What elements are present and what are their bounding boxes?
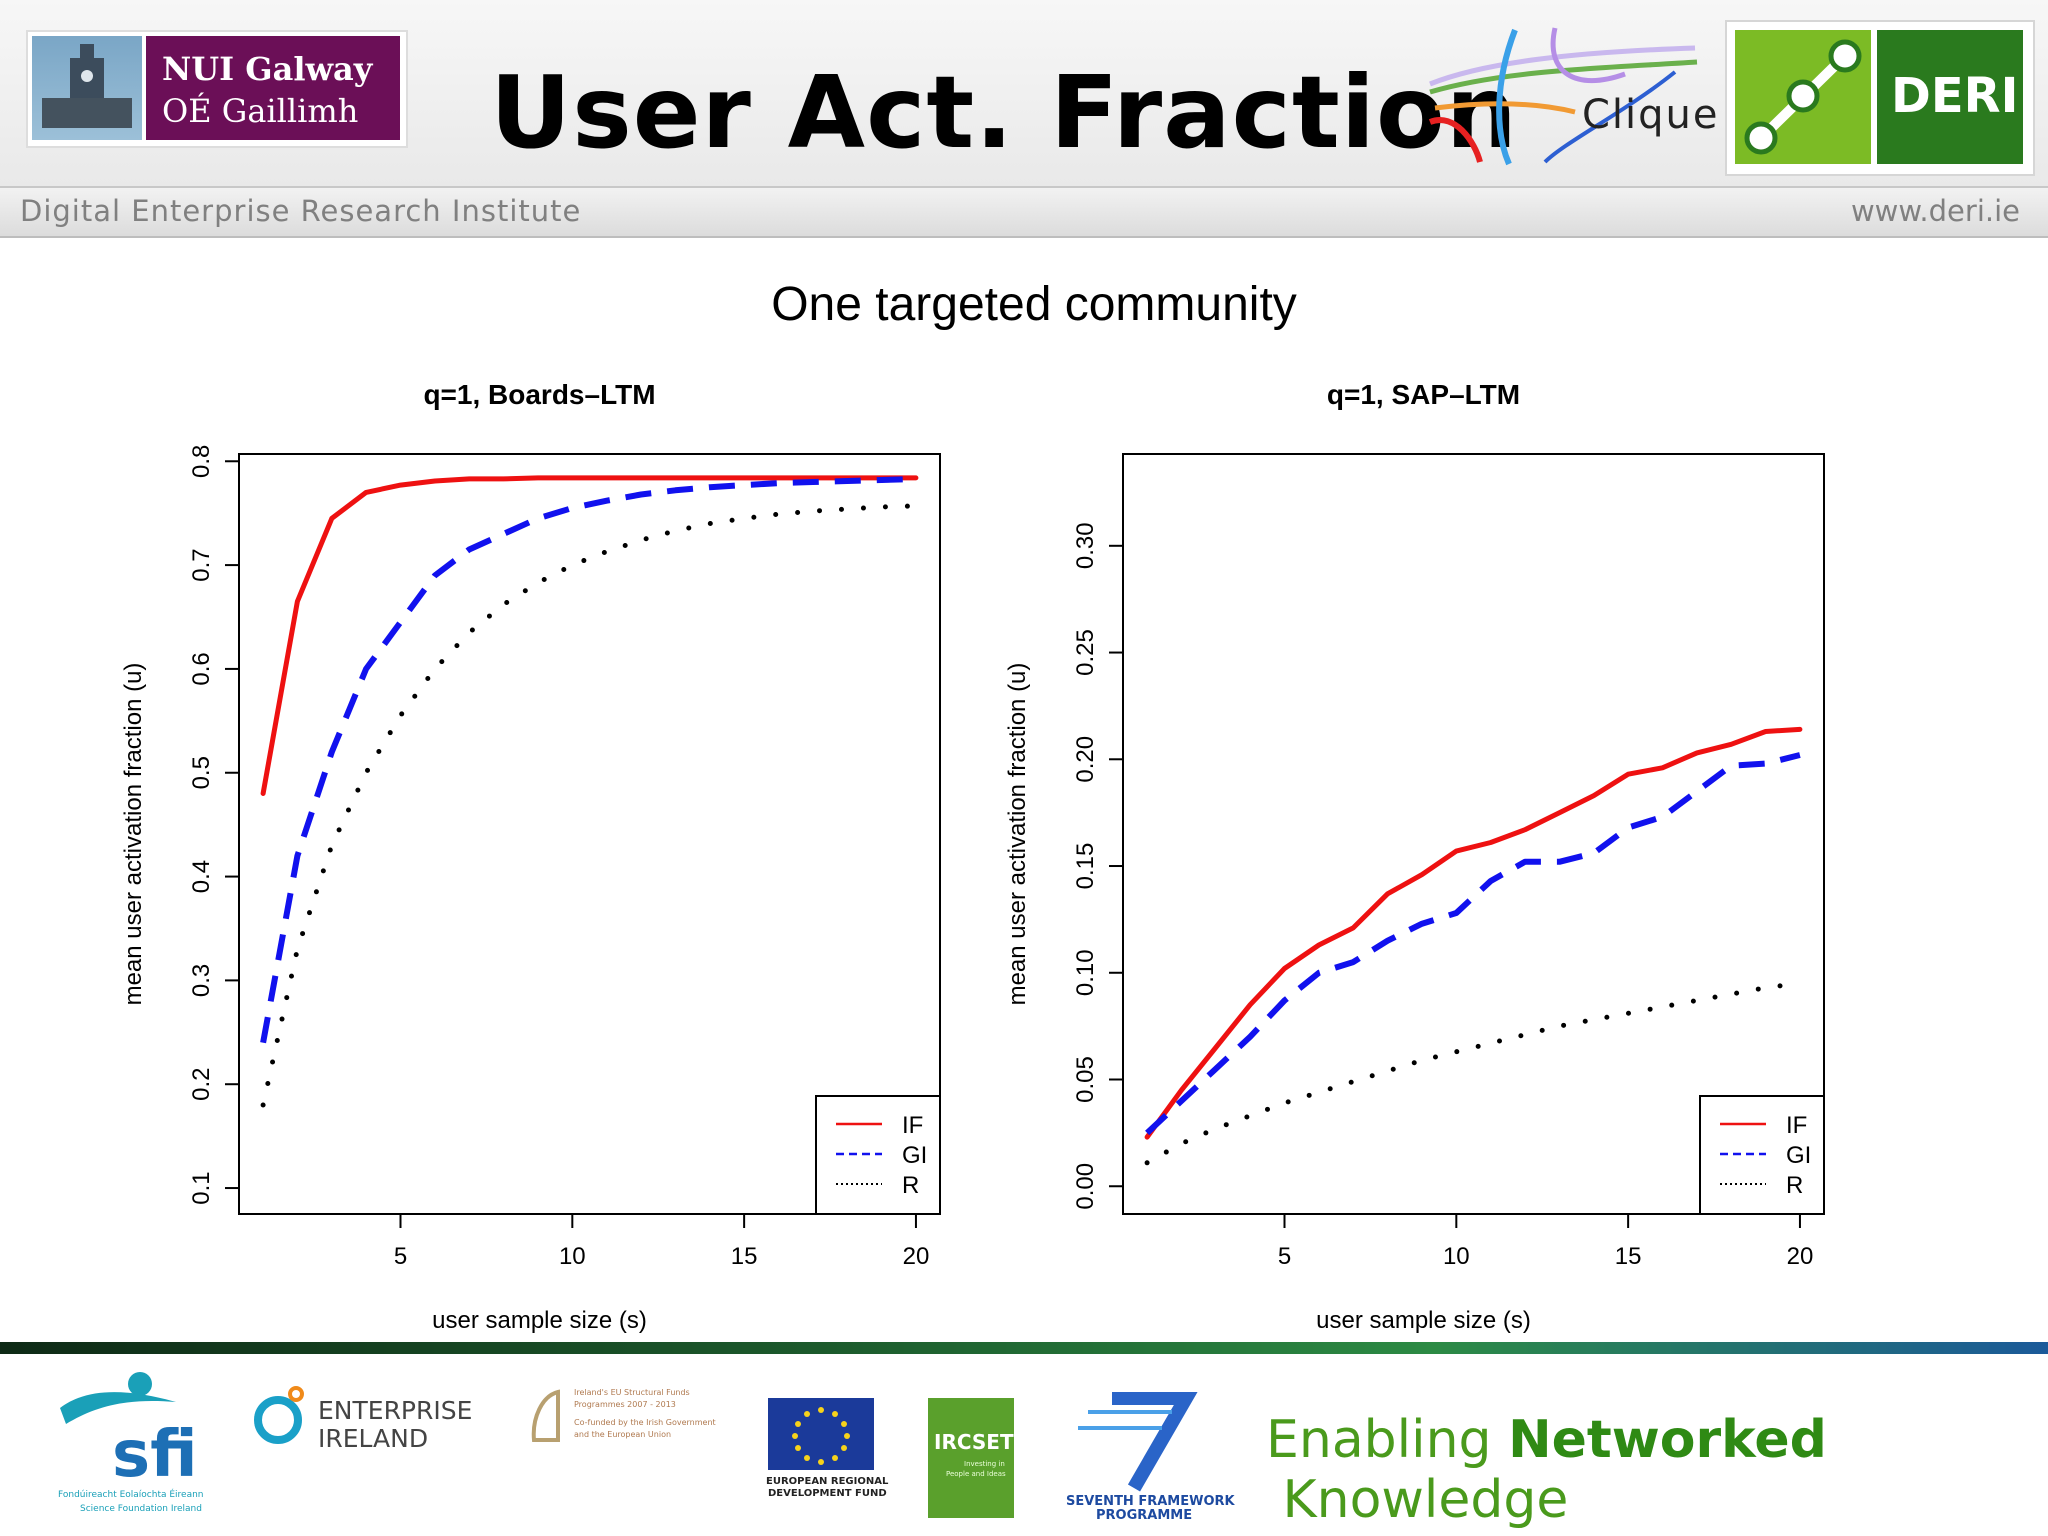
- legend-label-gi: GI: [902, 1142, 927, 1169]
- plot-frame: [1122, 453, 1825, 1215]
- sfi-irish-name: Fondúireacht Eolaíochta Éireann: [58, 1490, 204, 1500]
- y-axis-label: mean user activation fraction (u): [120, 663, 147, 1006]
- x-axis-label: user sample size (s): [432, 1307, 647, 1334]
- institute-name: Digital Enterprise Research Institute: [20, 194, 582, 228]
- chart-title: q=1, SAP–LTM: [1327, 379, 1520, 410]
- figure-area: One targeted community q=1, Boards–LTM 5 10…: [120, 278, 1825, 1334]
- series-line-r: [1144, 980, 1803, 1166]
- x-tick-label: 10: [1443, 1243, 1470, 1270]
- y-tick-label: 0.3: [188, 964, 215, 997]
- tagline-part-3: Knowledge: [1266, 1470, 1569, 1530]
- y-tick-label: 0.30: [1072, 522, 1099, 569]
- sfi-english-name: Science Foundation Ireland: [80, 1504, 202, 1514]
- y-tick-label: 0.25: [1072, 629, 1099, 676]
- clique-lines-icon: [1428, 27, 1698, 166]
- enterprise-ireland-e-icon: [254, 1386, 304, 1444]
- ireland-word: IRELAND: [318, 1424, 429, 1453]
- y-tick-label: 0.2: [188, 1068, 215, 1101]
- deri-dark-panel: [1877, 30, 2023, 164]
- ircset-wordmark: IRCSET: [934, 1430, 1014, 1454]
- tower-icon: [42, 44, 132, 128]
- quadrangle-tower-image: [32, 36, 142, 140]
- x-tick-label: 5: [1278, 1243, 1291, 1270]
- y-tick-label: 0.8: [188, 445, 215, 478]
- x-tick-label: 20: [903, 1243, 930, 1270]
- fp7-line2: PROGRAMME: [1096, 1508, 1193, 1523]
- clique-wordmark: Clique: [1582, 92, 1720, 138]
- slide-title: User Act. Fraction: [490, 54, 1518, 171]
- clique-logo: Clique: [1425, 22, 1725, 172]
- series-line-if: [260, 475, 919, 796]
- deri-green-panel: [1735, 30, 1871, 164]
- plot-frame: [238, 453, 941, 1215]
- deri-tagline: Enabling Networked Knowledge: [1266, 1410, 2048, 1530]
- legend-label-r: R: [902, 1172, 919, 1199]
- y-tick-label: 0.1: [188, 1171, 215, 1204]
- y-tick-label: 0.6: [188, 652, 215, 685]
- series-line-r: [260, 503, 919, 1108]
- harp-icon: [531, 1389, 560, 1442]
- ircset-tagline2: People and Ideas: [946, 1470, 1006, 1478]
- structural-funds-logo: Ireland's EU Structural Funds Programmes…: [528, 1388, 718, 1458]
- erdf-line2: DEVELOPMENT FUND: [768, 1488, 887, 1499]
- tagline-part-2: Networked: [1508, 1410, 1827, 1470]
- x-tick-label: 5: [394, 1243, 407, 1270]
- structural-funds-line2: Programmes 2007 - 2013: [574, 1400, 676, 1409]
- chart-title: q=1, Boards–LTM: [423, 379, 655, 410]
- legend-label-if: IF: [1786, 1112, 1807, 1139]
- eu-flag-icon: [768, 1398, 874, 1470]
- website-link[interactable]: www.deri.ie: [1850, 194, 2020, 228]
- y-tick-label: 0.4: [188, 860, 215, 893]
- structural-funds-line4: and the European Union: [574, 1430, 672, 1439]
- deri-logo: DERI: [1725, 20, 2035, 176]
- y-tick-label: 0.7: [188, 548, 215, 581]
- y-tick-label: 0.10: [1072, 949, 1099, 996]
- legend-label-r: R: [1786, 1172, 1803, 1199]
- institute-bar: Digital Enterprise Research Institute ww…: [0, 186, 2048, 238]
- network-nodes-icon: [1744, 39, 1862, 155]
- legend-label-gi: GI: [1786, 1142, 1811, 1169]
- series-line-gi: [1145, 752, 1801, 1136]
- fp7-line1: SEVENTH FRAMEWORK: [1066, 1494, 1235, 1509]
- fp7-seven-icon: [1078, 1391, 1199, 1492]
- enterprise-word: ENTERPRISE: [318, 1396, 473, 1425]
- series-line-if: [1144, 726, 1803, 1140]
- erdf-line1: EUROPEAN REGIONAL: [766, 1476, 889, 1487]
- deri-wordmark: DERI: [1891, 68, 2019, 124]
- chart-panel-2: q=1, SAP–LTM 5 10 15 20 0.00 0.05 0.10 0.15 0.20 0…: [1004, 379, 1825, 1334]
- x-tick-label: 15: [1615, 1243, 1642, 1270]
- x-tick-label: 10: [559, 1243, 586, 1270]
- slide-header: NUI Galway OÉ Gaillimh User Act. Fractio…: [0, 0, 2048, 186]
- footer-stripe: [0, 1342, 2048, 1354]
- nui-galway-plate: NUI Galway OÉ Gaillimh: [146, 36, 400, 140]
- series-line-gi: [260, 475, 916, 1044]
- y-tick-label: 0.15: [1072, 843, 1099, 890]
- y-tick-label: 0.20: [1072, 736, 1099, 783]
- enterprise-ireland-logo: ENTERPRISE IRELAND: [248, 1382, 472, 1462]
- sfi-logo: sfi Fondúireacht Eolaíochta Éireann Scie…: [56, 1368, 206, 1518]
- institution-name: NUI Galway: [162, 50, 373, 88]
- chart-panel-1: q=1, Boards–LTM 5 10 15 20 0.1 0.2 0.3 0.4 0.5 0.6…: [120, 379, 941, 1334]
- legend-label-if: IF: [902, 1112, 923, 1139]
- sfi-wave-icon: [60, 1372, 176, 1424]
- ircset-logo: IRCSET Investing in People and Ideas: [928, 1398, 1014, 1518]
- erdf-logo: EUROPEAN REGIONAL DEVELOPMENT FUND: [766, 1396, 888, 1506]
- institution-irish-name: OÉ Gaillimh: [162, 92, 359, 130]
- ircset-tagline1: Investing in: [964, 1460, 1005, 1468]
- tagline-part-1: Enabling: [1266, 1410, 1509, 1470]
- sponsor-footer: sfi Fondúireacht Eolaíochta Éireann Scie…: [0, 1342, 2048, 1536]
- structural-funds-line3: Co-funded by the Irish Government: [574, 1418, 716, 1427]
- x-tick-label: 20: [1787, 1243, 1814, 1270]
- x-tick-label: 15: [731, 1243, 758, 1270]
- y-tick-label: 0.00: [1072, 1163, 1099, 1210]
- y-tick-label: 0.5: [188, 756, 215, 789]
- fp7-logo: SEVENTH FRAMEWORK PROGRAMME: [1062, 1391, 1235, 1523]
- y-tick-label: 0.05: [1072, 1056, 1099, 1103]
- figure-title: One targeted community: [771, 278, 1297, 331]
- y-axis-label: mean user activation fraction (u): [1004, 663, 1031, 1006]
- structural-funds-line1: Ireland's EU Structural Funds: [574, 1388, 690, 1397]
- sfi-wordmark: sfi: [112, 1418, 198, 1492]
- nui-galway-logo: NUI Galway OÉ Gaillimh: [26, 30, 408, 148]
- x-axis-label: user sample size (s): [1316, 1307, 1531, 1334]
